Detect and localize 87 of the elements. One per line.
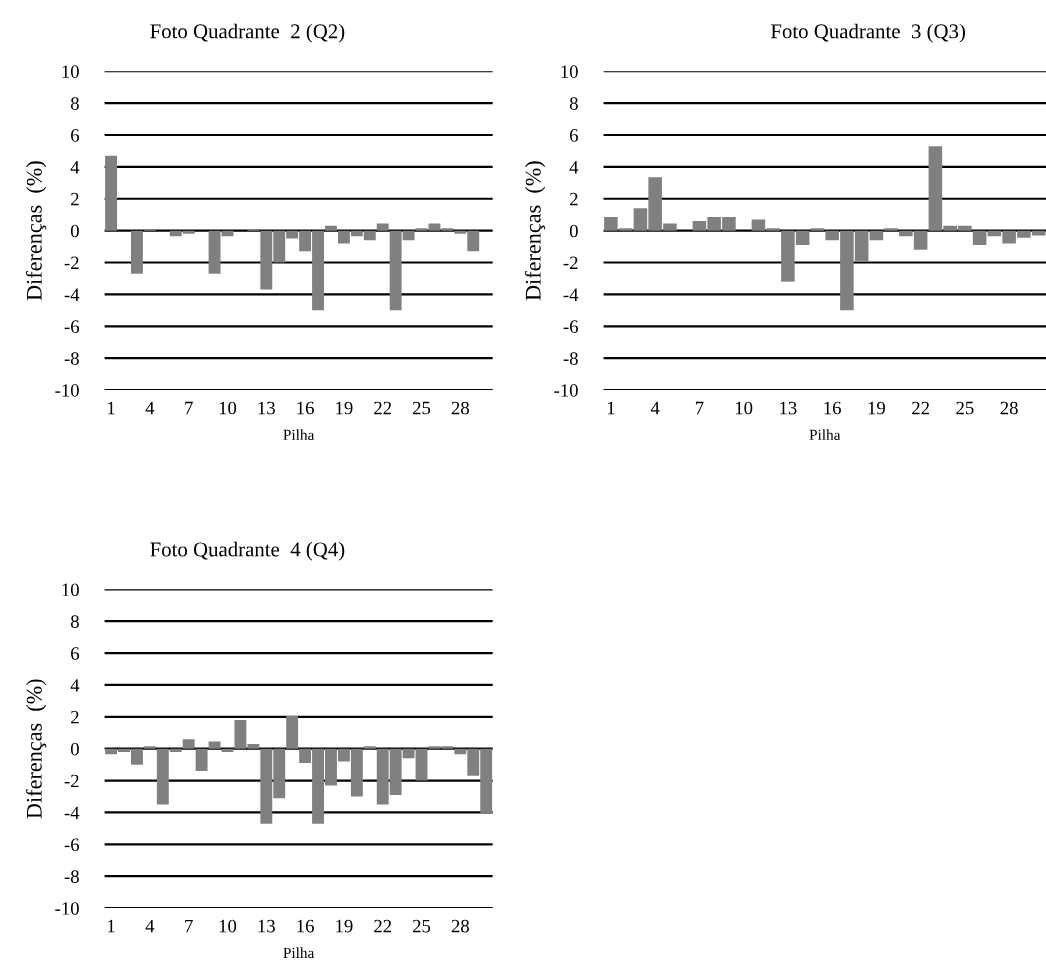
y-tick-label: -8 [563,352,578,365]
x-tick-label: 4 [145,919,155,933]
y-tick-label: 10 [62,583,79,597]
y-tick-label: 6 [71,647,80,660]
y-tick-label: 8 [70,97,79,110]
bar [208,741,221,749]
x-tick-label: 1 [108,401,115,415]
y-tick-label: -6 [64,838,80,852]
y-tick-label: -2 [64,774,79,788]
x-tick-label: 1 [108,919,115,933]
y-axis-title: Diferenças (%) [25,679,47,819]
x-tick-label: 28 [1000,401,1018,415]
y-tick-label: 10 [62,65,79,78]
y-tick-label: -8 [64,870,79,883]
x-tick-label: 28 [451,919,469,933]
y-tick-label: 6 [569,129,578,142]
y-tick-label: 0 [70,224,79,238]
bar [363,746,376,749]
x-tick-label: 13 [258,919,275,933]
x-tick-label: 25 [412,919,431,933]
bar [415,228,428,231]
y-axis-title: Diferenças (%) [524,161,546,301]
x-tick-label: 4 [145,401,155,415]
y-tick-label: -4 [563,288,579,301]
y-tick-label: -10 [55,902,79,915]
bar [130,230,143,274]
y-tick-label: -6 [64,320,80,333]
x-tick-label: 4 [650,401,660,415]
bar [376,223,389,231]
chart-title: Foto Quadrante 2 (Q2) [150,23,345,43]
bar [286,716,299,749]
chart-title: Foto Quadrante 3 (Q3) [770,23,965,43]
bar [195,748,208,772]
y-tick-label: -10 [554,384,578,397]
y-tick-label: -10 [55,384,79,397]
x-tick-label: 13 [780,401,797,415]
x-tick-label: 25 [956,401,974,415]
x-axis-title: Pilha [283,429,315,440]
x-tick-label: 1 [607,401,615,415]
x-axis-title: Pilha [809,429,841,440]
x-tick-label: 16 [297,919,314,933]
y-tick-label: 2 [569,192,578,206]
x-tick-label: 7 [185,401,193,415]
y-tick-label: 2 [71,710,79,724]
bar [869,230,884,241]
bar [182,739,195,749]
y-tick-label: 8 [569,97,578,110]
y-tick-label: 4 [70,161,80,174]
y-axis-title: Diferenças (%) [25,161,47,301]
y-tick-label: 6 [71,129,80,142]
x-tick-label: 19 [868,401,885,415]
y-tick-label: 0 [70,742,79,756]
x-tick-label: 16 [297,401,314,415]
x-tick-label: 19 [336,401,353,415]
y-tick-label: -2 [563,256,578,270]
x-tick-label: 10 [219,401,237,415]
x-axis-title: Pilha [283,947,315,959]
y-tick-label: 2 [71,192,79,206]
y-tick-label: 10 [561,65,578,78]
bar [884,228,898,231]
x-tick-label: 28 [451,401,469,415]
bar [810,228,825,231]
y-tick-label: -6 [563,320,578,333]
x-tick-label: 10 [219,919,237,933]
x-tick-label: 10 [735,401,753,415]
y-tick-label: 4 [70,679,80,692]
y-tick-label: -2 [64,256,79,270]
bar [972,230,987,245]
x-tick-label: 7 [185,919,193,933]
bar [143,746,156,749]
x-tick-label: 7 [695,401,704,415]
chart-title: Foto Quadrante 4 (Q4) [150,541,345,561]
y-tick-label: -8 [64,352,79,365]
y-tick-label: 4 [569,161,579,174]
x-tick-label: 25 [412,401,431,415]
y-tick-label: -4 [64,806,80,819]
x-tick-label: 22 [374,919,392,933]
y-tick-label: 0 [569,224,578,238]
bar [105,155,118,231]
y-tick-label: -4 [64,288,80,301]
bar [325,225,337,231]
x-tick-label: 16 [824,401,841,415]
x-tick-label: 22 [374,401,392,415]
x-tick-label: 13 [258,401,275,415]
y-tick-label: 8 [70,615,79,628]
x-tick-label: 22 [912,401,929,415]
x-tick-label: 19 [336,919,353,933]
